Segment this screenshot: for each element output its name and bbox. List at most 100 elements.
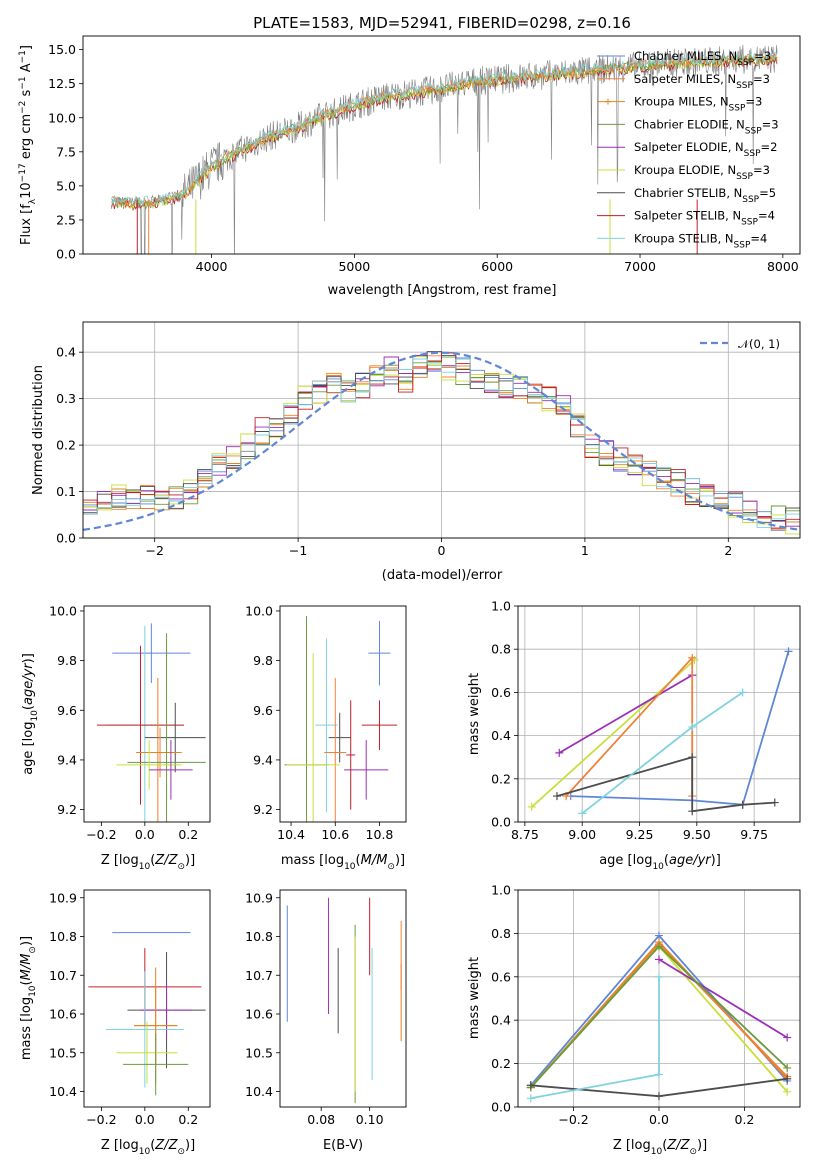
marker-chabrier_stelib bbox=[526, 1081, 535, 1090]
spectrum-panel: 4000 5000 6000 7000 8000 0.0 2.5 5.0 7.5 10.0 12.5… bbox=[18, 35, 801, 298]
y-tick-label: 0.2 bbox=[56, 438, 76, 453]
weight-vs-age-panel: 8.75 9.00 9.25 9.50 9.75 0.0 0.2 0.4 0.6 0.8 1.0 ag… bbox=[467, 599, 801, 872]
marker-chabrier_stelib bbox=[655, 1092, 663, 1101]
y-axis-label: Normed distribution bbox=[31, 365, 46, 495]
marker-chabrier_stelib bbox=[783, 1074, 792, 1083]
marker-salpeter_elodie bbox=[655, 955, 663, 964]
legend-label-salpeter_elodie: Salpeter ELODIE, NSSP=2 bbox=[634, 140, 777, 159]
marker-chabrier_stelib bbox=[770, 798, 779, 807]
y-tick-label: 10.5 bbox=[245, 1045, 273, 1060]
y-tick-label: 10.9 bbox=[49, 890, 77, 905]
marker-chabrier_elodie bbox=[655, 942, 663, 951]
marker-chabrier_elodie bbox=[783, 1063, 792, 1072]
mass-vs-metallicity-panel: −0.2 0.0 0.2 10.4 10.5 10.6 10.7 10.8 10.9 Z [log… bbox=[19, 889, 211, 1157]
y-tick-label: 9.2 bbox=[253, 802, 273, 817]
x-axis-label: E(B-V) bbox=[323, 1138, 363, 1153]
normal-curve bbox=[83, 351, 800, 531]
legend-label-chabrier_elodie: Chabrier ELODIE, NSSP=3 bbox=[634, 117, 779, 136]
legend-label-chabrier_stelib: Chabrier STELIB, NSSP=5 bbox=[634, 186, 776, 205]
x-tick-label: 0.08 bbox=[307, 1112, 335, 1127]
axes-frame bbox=[83, 605, 211, 823]
y-axis-label: age [log10(age/yr)] bbox=[21, 653, 40, 775]
mass-vs-ebv-panel: 0.08 0.10 10.4 10.5 10.6 10.7 10.8 10.9 E(B-V) bbox=[245, 889, 407, 1153]
x-tick-label: −0.2 bbox=[86, 827, 116, 842]
x-tick-label: 10.8 bbox=[366, 827, 394, 842]
x-tick-label: −2 bbox=[145, 543, 163, 558]
y-tick-label: 10.4 bbox=[245, 1084, 273, 1099]
x-axis-label: age [log10(age/yr)] bbox=[599, 853, 721, 872]
marker-chabrier_stelib bbox=[552, 792, 561, 801]
x-tick-label: 6000 bbox=[481, 259, 513, 274]
y-tick-label: 10.0 bbox=[245, 603, 273, 618]
series-salpeter_elodie bbox=[558, 674, 693, 754]
marker-kroupa_stelib bbox=[655, 1070, 663, 1079]
y-tick-label: 0.1 bbox=[56, 484, 76, 499]
y-tick-label: 10.5 bbox=[49, 1045, 77, 1060]
y-tick-label: 0.8 bbox=[491, 642, 511, 657]
age-vs-mass-panel: 10.4 10.6 10.8 9.2 9.4 9.6 9.8 10.0 mass [log10(… bbox=[245, 603, 407, 872]
x-tick-label: 5000 bbox=[338, 259, 370, 274]
y-tick-label: 1.0 bbox=[491, 599, 511, 614]
marker-salpeter_miles bbox=[688, 653, 697, 662]
y-tick-label: 12.5 bbox=[48, 76, 76, 91]
y-tick-label: 0.4 bbox=[56, 345, 76, 360]
marker-chabrier_stelib bbox=[688, 753, 697, 762]
x-tick-label: 0 bbox=[438, 543, 446, 558]
y-tick-label: 2.5 bbox=[56, 212, 76, 227]
axes-frame bbox=[83, 889, 211, 1108]
residuals-panel: −2 −1 0 1 2 0.0 0.1 0.2 0.3 0.4 (data-model)/error… bbox=[31, 321, 801, 583]
x-tick-label: −0.2 bbox=[558, 1112, 588, 1127]
y-tick-label: 0.6 bbox=[491, 685, 511, 700]
x-tick-label: 10.6 bbox=[321, 827, 349, 842]
y-tick-label: 10.8 bbox=[245, 929, 273, 944]
legend-label-kroupa_elodie: Kroupa ELODIE, NSSP=3 bbox=[634, 163, 770, 182]
x-axis-label: Z [log10(Z/Z⊙)] bbox=[613, 1138, 707, 1157]
x-tick-label: 9.50 bbox=[683, 827, 711, 842]
y-tick-label: 9.6 bbox=[253, 703, 273, 718]
x-tick-label: 8000 bbox=[767, 259, 799, 274]
y-tick-label: 10.0 bbox=[49, 603, 77, 618]
marker-chabrier_stelib bbox=[688, 807, 697, 816]
y-axis-label: Flux [fλ10−17 erg cm−2 s−1 A−1] bbox=[18, 45, 38, 245]
x-tick-label: 9.75 bbox=[740, 827, 768, 842]
histogram-chabrier_stelib bbox=[83, 351, 800, 538]
y-tick-label: 9.8 bbox=[253, 653, 273, 668]
axes-frame bbox=[82, 321, 801, 539]
y-axis-label: mass weight bbox=[467, 957, 482, 1039]
axes-frame bbox=[517, 889, 801, 1108]
y-tick-label: 10.6 bbox=[49, 1007, 77, 1022]
y-tick-label: 9.8 bbox=[57, 653, 77, 668]
x-tick-label: −1 bbox=[289, 543, 307, 558]
y-tick-label: 10.9 bbox=[245, 890, 273, 905]
x-tick-label: 10.4 bbox=[277, 827, 305, 842]
weight-vs-metallicity-panel: −0.2 0.0 0.2 0.0 0.2 0.4 0.6 0.8 1.0 Z [log10(Z/Z… bbox=[467, 883, 801, 1157]
y-tick-label: 10.7 bbox=[245, 968, 273, 983]
model-spectrum-kroupa_stelib bbox=[111, 51, 778, 207]
marker-chabrier_stelib bbox=[738, 800, 747, 809]
x-axis-label: mass [log10(M/M⊙)] bbox=[281, 853, 405, 872]
axes-frame bbox=[517, 605, 801, 823]
marker-kroupa_elodie bbox=[783, 1087, 792, 1096]
y-tick-label: 10.4 bbox=[49, 1084, 77, 1099]
x-axis-label: wavelength [Angstrom, rest frame] bbox=[328, 283, 557, 298]
legend-label-kroupa_miles: Kroupa MILES, NSSP=3 bbox=[634, 95, 762, 114]
marker-salpeter_elodie bbox=[555, 748, 564, 757]
y-tick-label: 9.6 bbox=[57, 703, 77, 718]
x-tick-label: 9.00 bbox=[568, 827, 596, 842]
y-tick-label: 10.8 bbox=[49, 929, 77, 944]
x-axis-label: Z [log10(Z/Z⊙)] bbox=[101, 853, 195, 872]
x-tick-label: 0.2 bbox=[735, 1112, 755, 1127]
x-tick-label: 4000 bbox=[196, 259, 228, 274]
y-tick-label: 5.0 bbox=[56, 178, 76, 193]
y-tick-label: 10.7 bbox=[49, 968, 77, 983]
legend-label-salpeter_miles: Salpeter MILES, NSSP=3 bbox=[634, 72, 770, 91]
marker-kroupa_stelib bbox=[688, 722, 697, 731]
x-tick-label: 8.75 bbox=[511, 827, 539, 842]
x-tick-label: 0.10 bbox=[356, 1112, 384, 1127]
y-tick-label: 9.4 bbox=[253, 752, 273, 767]
spectrum-legend: Chabrier MILES, NSSP=3 Salpeter MILES, NS… bbox=[597, 49, 779, 250]
marker-kroupa_stelib bbox=[526, 1094, 535, 1103]
model-spectrum-chabrier_elodie bbox=[111, 53, 778, 209]
marker-kroupa_elodie bbox=[527, 802, 536, 811]
